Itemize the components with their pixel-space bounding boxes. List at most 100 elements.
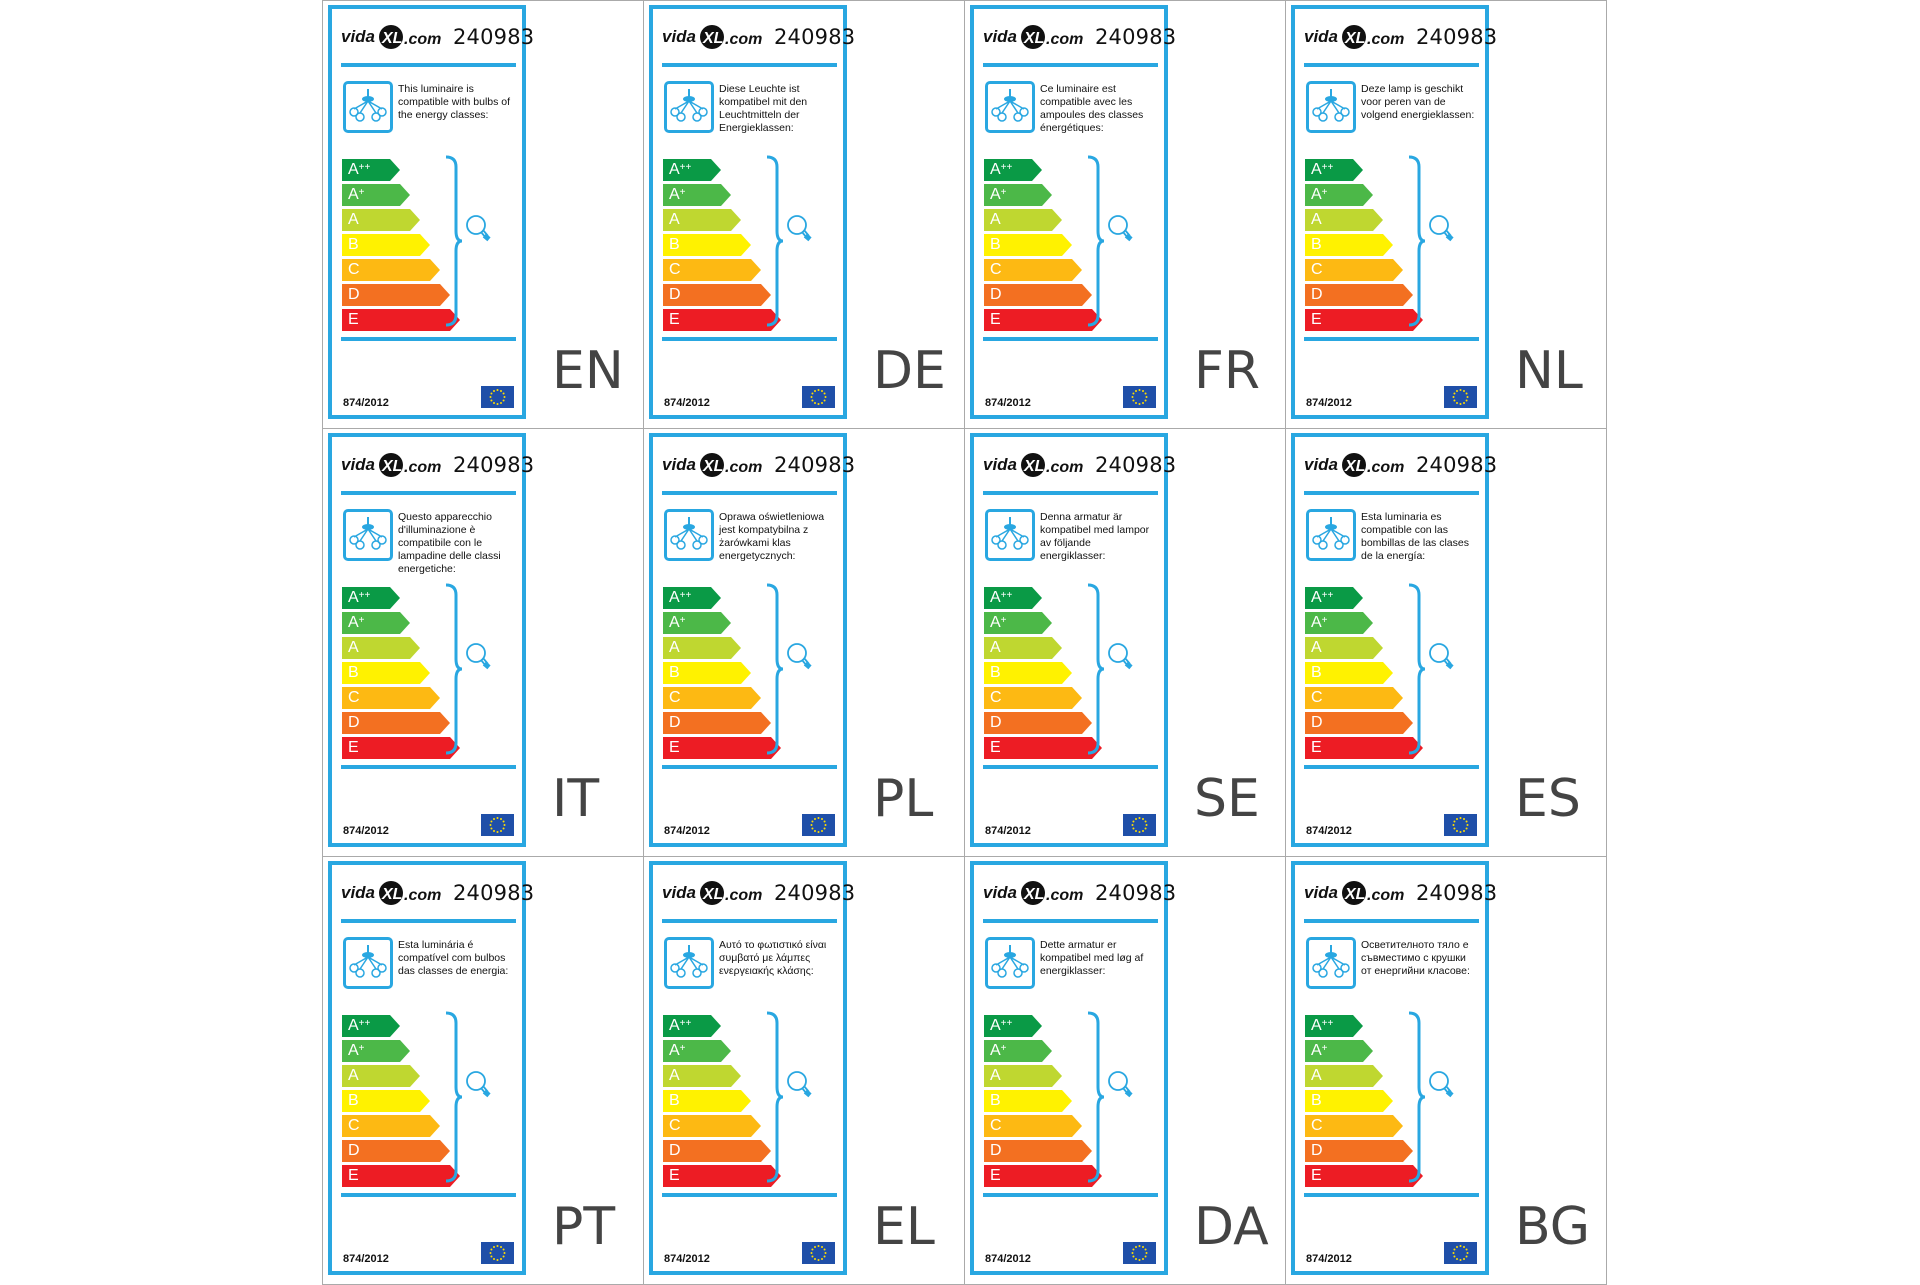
bulb-icon [466, 1071, 491, 1098]
eu-flag-icon [802, 1242, 835, 1264]
regulation-number: 874/2012 [664, 825, 710, 837]
energy-label-grid: vida XL .com 240983 Thi [322, 0, 1607, 1285]
language-code: BG [1515, 1197, 1591, 1257]
energy-class-letter: A++ [669, 589, 692, 606]
svg-text:vida: vida [1304, 883, 1338, 902]
bracket-icon [766, 583, 784, 755]
energy-class-letter: A [669, 639, 680, 656]
energy-class-bar: B [984, 662, 1072, 684]
svg-text:vida: vida [341, 455, 375, 474]
bulb-icon [787, 643, 812, 670]
product-code: 240983 [774, 881, 856, 905]
energy-class-letter: A++ [669, 1017, 692, 1034]
bracket-icon [1408, 583, 1426, 755]
label-cell-pl: vida XL .com 240983 Opr [644, 429, 965, 857]
energy-class-bar: E [1305, 309, 1423, 331]
energy-class-bar: D [342, 284, 450, 306]
energy-class-bar: D [663, 284, 771, 306]
product-code: 240983 [453, 453, 535, 477]
energy-class-bar: A++ [342, 587, 400, 609]
energy-class-letter: C [990, 261, 1002, 278]
language-code: PT [552, 1197, 616, 1257]
bracket-icon [1087, 1011, 1105, 1183]
energy-class-scale: A++ A+ A B C D E [342, 1015, 460, 1190]
label-header: vida XL .com 240983 [662, 17, 855, 61]
bulb-icon [1108, 643, 1133, 670]
divider [662, 919, 837, 923]
language-code: DA [1194, 1197, 1269, 1257]
energy-class-bar: E [984, 309, 1102, 331]
energy-class-scale: A++ A+ A B C D E [342, 159, 460, 334]
energy-class-bar: E [984, 1165, 1102, 1187]
regulation-number: 874/2012 [343, 397, 389, 409]
label-cell-de: vida XL .com 240983 Die [644, 1, 965, 429]
energy-class-bar: D [663, 712, 771, 734]
energy-class-letter: A+ [348, 614, 365, 631]
language-code: SE [1194, 769, 1260, 829]
energy-class-letter: A+ [348, 186, 365, 203]
svg-text:vida: vida [983, 455, 1017, 474]
vidaxl-logo: vida XL .com [341, 453, 441, 477]
energy-class-bar: C [1305, 687, 1403, 709]
energy-class-letter: E [669, 1167, 680, 1184]
energy-class-bar: C [984, 1115, 1082, 1137]
energy-class-letter: B [348, 236, 359, 253]
divider [662, 491, 837, 495]
luminaire-icon [343, 937, 393, 989]
energy-class-bar: A+ [663, 184, 731, 206]
luminaire-icon [1306, 509, 1356, 561]
energy-class-letter: C [990, 689, 1002, 706]
energy-class-scale: A++ A+ A B C D E [984, 587, 1102, 762]
bulb-icon [787, 215, 812, 242]
svg-text:vida: vida [341, 27, 375, 46]
product-code: 240983 [1416, 25, 1498, 49]
energy-class-letter: C [669, 689, 681, 706]
divider [1304, 1193, 1479, 1197]
energy-class-letter: D [1311, 714, 1323, 731]
energy-class-letter: E [348, 1167, 359, 1184]
energy-class-scale: A++ A+ A B C D E [984, 1015, 1102, 1190]
energy-class-letter: A+ [1311, 1042, 1328, 1059]
energy-class-bar: A [1305, 1065, 1383, 1087]
vidaxl-logo: vida XL .com [662, 25, 762, 49]
label-header: vida XL .com 240983 [1304, 445, 1497, 489]
energy-class-bar: C [342, 687, 440, 709]
bracket-icon [766, 155, 784, 327]
luminaire-icon [985, 509, 1035, 561]
svg-text:vida: vida [1304, 455, 1338, 474]
product-code: 240983 [774, 453, 856, 477]
compatibility-text: Denna armatur är kompatibel med lampor a… [1040, 511, 1150, 562]
energy-class-bar: C [984, 259, 1082, 281]
vidaxl-logo: vida XL .com [983, 453, 1083, 477]
svg-text:XL: XL [1023, 886, 1044, 903]
energy-label-card: vida XL .com 240983 Ce [970, 5, 1176, 419]
energy-class-scale: A++ A+ A B C D E [663, 159, 781, 334]
energy-class-scale: A++ A+ A B C D E [984, 159, 1102, 334]
bulb-icon [1429, 215, 1454, 242]
language-code: ES [1515, 769, 1581, 829]
divider [341, 765, 516, 769]
energy-class-letter: D [669, 286, 681, 303]
divider [341, 337, 516, 341]
language-code: NL [1515, 341, 1583, 401]
divider [341, 491, 516, 495]
energy-class-letter: C [669, 261, 681, 278]
svg-text:vida: vida [662, 883, 696, 902]
svg-text:.com: .com [404, 459, 441, 476]
compatibility-text: Diese Leuchte ist kompatibel mit den Leu… [719, 83, 808, 134]
bracket-icon [445, 155, 463, 327]
bulb-icon [466, 215, 491, 242]
eu-flag-icon [802, 814, 835, 836]
regulation-number: 874/2012 [1306, 825, 1352, 837]
eu-flag-icon [802, 386, 835, 408]
energy-class-letter: D [669, 714, 681, 731]
svg-text:.com: .com [725, 887, 762, 904]
energy-class-bar: A++ [663, 1015, 721, 1037]
energy-class-letter: E [1311, 1167, 1322, 1184]
energy-class-letter: A+ [669, 186, 686, 203]
eu-flag-icon [1444, 386, 1477, 408]
svg-text:XL: XL [702, 886, 723, 903]
divider [341, 63, 516, 67]
eu-flag-icon [481, 1242, 514, 1264]
energy-class-bar: C [663, 1115, 761, 1137]
